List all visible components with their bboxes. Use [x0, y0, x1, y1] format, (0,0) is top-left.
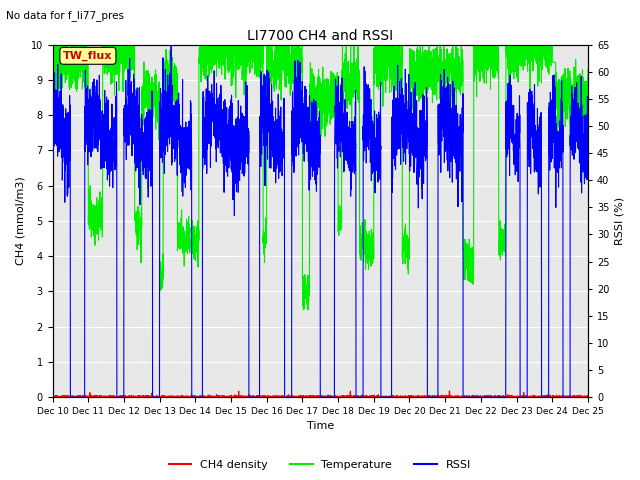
- Legend: CH4 density, Temperature, RSSI: CH4 density, Temperature, RSSI: [164, 456, 476, 474]
- X-axis label: Time: Time: [307, 421, 334, 432]
- Text: TW_flux: TW_flux: [63, 51, 113, 61]
- Y-axis label: RSSI (%): RSSI (%): [615, 197, 625, 245]
- Y-axis label: CH4 (mmol/m3): CH4 (mmol/m3): [15, 177, 25, 265]
- Title: LI7700 CH4 and RSSI: LI7700 CH4 and RSSI: [247, 29, 394, 43]
- Text: No data for f_li77_pres: No data for f_li77_pres: [6, 10, 124, 21]
